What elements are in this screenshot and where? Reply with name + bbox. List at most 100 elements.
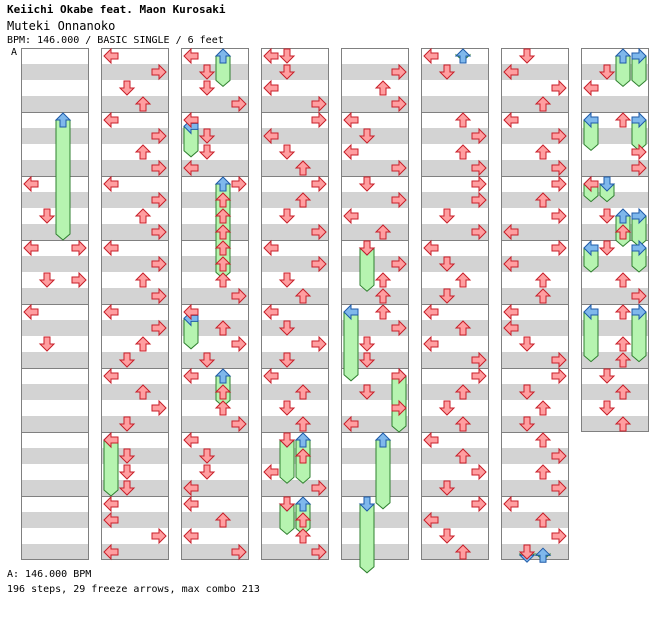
beat-stripe bbox=[101, 416, 169, 432]
chart-column bbox=[501, 48, 569, 563]
beat-stripe bbox=[261, 224, 329, 240]
chart-column bbox=[261, 47, 329, 561]
step-arrow-down bbox=[118, 80, 136, 96]
freeze-arrow bbox=[343, 303, 359, 382]
step-arrow-left bbox=[183, 495, 199, 513]
beat-stripe bbox=[181, 384, 249, 400]
beat-stripe bbox=[261, 416, 329, 432]
beat-stripe bbox=[581, 416, 649, 432]
step-arrow-left bbox=[503, 303, 519, 321]
beat-stripe bbox=[421, 224, 489, 240]
step-arrow-up bbox=[454, 416, 472, 432]
beat-stripe bbox=[421, 64, 489, 80]
step-arrow-left bbox=[263, 127, 279, 145]
step-arrow-down bbox=[198, 448, 216, 464]
step-arrow-right bbox=[471, 191, 487, 209]
step-arrow-right bbox=[471, 463, 487, 481]
beat-stripe bbox=[261, 96, 329, 112]
step-arrow-right bbox=[471, 495, 487, 513]
beat-stripe bbox=[21, 64, 89, 80]
beat-stripe bbox=[181, 256, 249, 272]
step-arrow-up bbox=[454, 144, 472, 160]
freeze-arrow bbox=[358, 496, 376, 574]
step-arrow-right bbox=[151, 399, 167, 417]
step-arrow-right bbox=[391, 255, 407, 273]
beat-stripe bbox=[421, 352, 489, 368]
step-arrow-left bbox=[503, 319, 519, 337]
beat-stripe bbox=[421, 256, 489, 272]
beat-stripe bbox=[501, 384, 569, 400]
beat-stripe bbox=[341, 256, 409, 272]
step-arrow-right bbox=[71, 271, 87, 289]
chart-column bbox=[581, 47, 649, 432]
step-arrow-right bbox=[311, 175, 327, 193]
beat-stripe bbox=[21, 288, 89, 304]
step-arrow-right bbox=[551, 207, 567, 225]
step-arrow-right bbox=[151, 527, 167, 545]
chart-column bbox=[181, 47, 249, 561]
freeze-arrow bbox=[583, 239, 599, 273]
step-arrow-up bbox=[374, 80, 392, 96]
beat-stripe bbox=[101, 160, 169, 176]
freeze-head-arrow bbox=[214, 368, 232, 384]
freeze-head-arrow bbox=[294, 432, 312, 448]
step-arrow-right bbox=[551, 159, 567, 177]
beat-stripe bbox=[261, 384, 329, 400]
step-arrow-down bbox=[198, 64, 216, 80]
column-border bbox=[581, 48, 649, 432]
step-arrow-right bbox=[311, 255, 327, 273]
beat-stripe bbox=[21, 160, 89, 176]
beat-stripe bbox=[101, 224, 169, 240]
step-arrow-up bbox=[374, 272, 392, 288]
step-arrow-right bbox=[151, 63, 167, 81]
step-arrow-left bbox=[103, 495, 119, 513]
freeze-head-arrow bbox=[631, 47, 647, 65]
step-arrow-left bbox=[263, 367, 279, 385]
step-arrow-left bbox=[183, 479, 199, 497]
artist-name: Keiichi Okabe feat. Maon Kurosaki bbox=[7, 3, 226, 16]
step-arrow-up bbox=[294, 192, 312, 208]
beat-stripe bbox=[101, 384, 169, 400]
step-arrow-right bbox=[311, 543, 327, 561]
step-arrow-left bbox=[583, 175, 599, 193]
chart-column bbox=[101, 47, 169, 561]
beat-stripe bbox=[341, 128, 409, 144]
beat-stripe bbox=[261, 512, 329, 528]
column-border bbox=[501, 48, 569, 560]
beat-stripe bbox=[181, 64, 249, 80]
beat-stripe bbox=[101, 320, 169, 336]
step-arrow-right bbox=[551, 351, 567, 369]
step-arrow-left bbox=[263, 303, 279, 321]
beat-stripe bbox=[101, 512, 169, 528]
step-arrow-down bbox=[598, 240, 616, 256]
freeze-arrow bbox=[631, 47, 647, 88]
step-arrow-up bbox=[214, 272, 232, 288]
step-arrow-up bbox=[454, 544, 472, 560]
beat-stripe bbox=[501, 544, 569, 560]
step-arrow-up bbox=[454, 112, 472, 128]
step-arrow-down bbox=[598, 400, 616, 416]
step-arrow-up bbox=[134, 336, 152, 352]
freeze-arrow bbox=[598, 176, 616, 203]
step-arrow-up bbox=[614, 352, 632, 368]
step-arrow-right bbox=[311, 111, 327, 129]
step-arrow-down bbox=[278, 48, 296, 64]
beat-stripe bbox=[101, 352, 169, 368]
step-arrow-right bbox=[231, 287, 247, 305]
beat-stripe bbox=[181, 288, 249, 304]
step-arrow-left bbox=[503, 63, 519, 81]
step-arrow-up bbox=[134, 384, 152, 400]
freeze-head-arrow bbox=[534, 547, 552, 563]
step-arrow-down bbox=[118, 352, 136, 368]
beat-stripe bbox=[261, 256, 329, 272]
step-arrow-up bbox=[294, 416, 312, 432]
step-arrow-up bbox=[214, 384, 232, 400]
step-arrow-right bbox=[151, 159, 167, 177]
beat-stripe bbox=[341, 288, 409, 304]
beat-stripe bbox=[21, 256, 89, 272]
beat-stripe bbox=[261, 128, 329, 144]
step-arrow-right bbox=[551, 367, 567, 385]
beat-stripe bbox=[421, 96, 489, 112]
beat-stripe bbox=[181, 352, 249, 368]
step-arrow-left bbox=[343, 207, 359, 225]
